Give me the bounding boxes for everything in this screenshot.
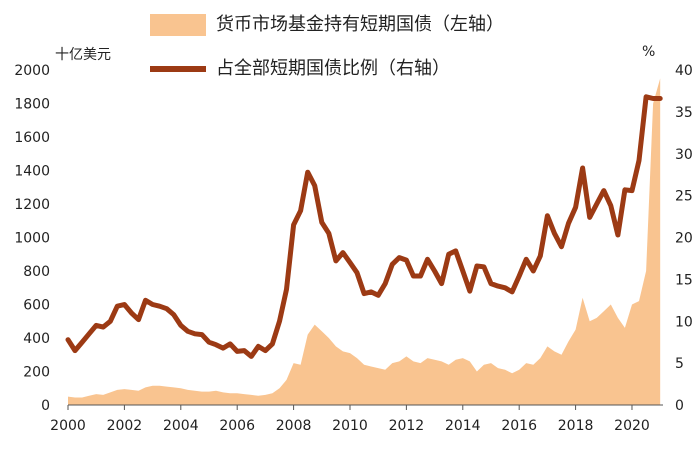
y-left-tick-label: 800 <box>23 264 50 280</box>
legend-item-area: 货币市场基金持有短期国债（左轴） <box>150 10 504 36</box>
y-left-tick-label: 1200 <box>14 197 50 213</box>
x-tick-label: 2020 <box>614 418 650 434</box>
y-left-tick-label: 1000 <box>14 231 50 247</box>
plot-layer <box>65 78 663 406</box>
y-right-tick-label: 30 <box>675 147 693 163</box>
y-right-tick-label: 25 <box>675 189 693 205</box>
y-left-tick-label: 1400 <box>14 164 50 180</box>
legend-label-area: 货币市场基金持有短期国债（左轴） <box>216 14 504 35</box>
y-right-tick-label: 35 <box>675 105 693 121</box>
x-tick-label: 2014 <box>445 418 481 434</box>
y-right-tick-label: 5 <box>675 356 684 372</box>
x-tick-label: 2018 <box>558 418 594 434</box>
y-left-tick-label: 600 <box>23 298 50 314</box>
y-left-tick-label: 1800 <box>14 97 50 113</box>
x-tick-label: 2010 <box>332 418 368 434</box>
area-series-mmf-holdings <box>68 78 661 406</box>
y-right-tick-label: 10 <box>675 314 693 330</box>
y-left-tick-label: 200 <box>23 365 50 381</box>
x-tick-label: 2006 <box>219 418 255 434</box>
x-tick-label: 2008 <box>276 418 312 434</box>
y-left-tick-label: 0 <box>41 398 50 414</box>
legend-swatch-line <box>150 66 206 72</box>
axis-layer: 2000 2002 2004 2006 2008 2010 2012 2014 2016 2018… <box>14 63 692 434</box>
legend-label-line: 占全部短期国债比例（右轴） <box>216 58 450 79</box>
x-tick-label: 2016 <box>501 418 537 434</box>
legend-item-line: 占全部短期国债比例（右轴） <box>150 54 450 80</box>
legend-swatch-area <box>150 14 206 36</box>
line-series-share <box>65 94 663 359</box>
right-axis-unit: % <box>642 44 656 60</box>
x-tick-label: 2000 <box>50 418 86 434</box>
x-tick-label: 2002 <box>107 418 143 434</box>
y-right-tick-label: 0 <box>675 398 684 414</box>
y-left-tick-label: 2000 <box>14 63 50 79</box>
y-right-tick-label: 20 <box>675 231 693 247</box>
y-right-tick-label: 15 <box>675 272 693 288</box>
y-right-tick-label: 40 <box>675 63 693 79</box>
left-axis-unit: 十亿美元 <box>55 47 111 63</box>
y-left-tick-label: 1600 <box>14 130 50 146</box>
y-left-tick-label: 400 <box>23 331 50 347</box>
x-tick-label: 2012 <box>389 418 425 434</box>
x-tick-label: 2004 <box>163 418 199 434</box>
